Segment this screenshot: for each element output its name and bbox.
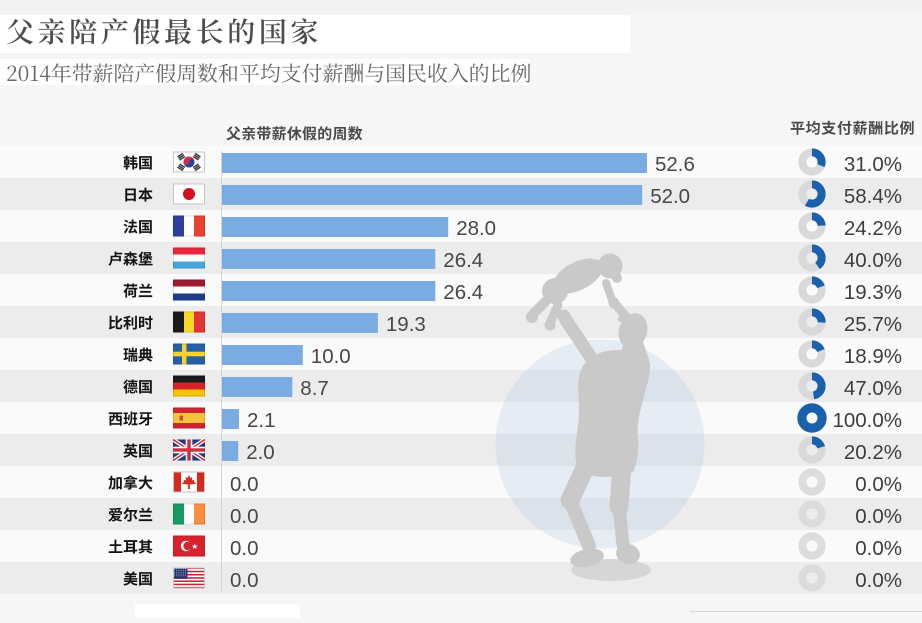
svg-text:0.0: 0.0: [230, 505, 259, 528]
svg-text:0.0%: 0.0%: [855, 505, 902, 528]
svg-text:26.4: 26.4: [443, 249, 483, 272]
svg-text:0.0%: 0.0%: [855, 569, 902, 592]
svg-text:18.9%: 18.9%: [844, 345, 902, 368]
svg-text:0.0%: 0.0%: [855, 537, 902, 560]
svg-text:10.0: 10.0: [311, 345, 351, 368]
svg-text:58.4%: 58.4%: [844, 185, 902, 208]
svg-text:0.0: 0.0: [230, 537, 259, 560]
svg-text:52.6: 52.6: [655, 153, 695, 176]
svg-text:24.2%: 24.2%: [844, 217, 902, 240]
svg-text:26.4: 26.4: [443, 281, 483, 304]
svg-text:19.3: 19.3: [386, 313, 426, 336]
svg-text:2.1: 2.1: [247, 409, 276, 432]
svg-text:100.0%: 100.0%: [832, 409, 902, 432]
svg-text:52.0: 52.0: [650, 185, 690, 208]
svg-text:0.0: 0.0: [230, 473, 259, 496]
svg-text:40.0%: 40.0%: [844, 249, 902, 272]
svg-text:0.0%: 0.0%: [855, 473, 902, 496]
svg-text:19.3%: 19.3%: [844, 281, 902, 304]
svg-text:8.7: 8.7: [300, 377, 329, 400]
svg-text:31.0%: 31.0%: [844, 153, 902, 176]
svg-text:2.0: 2.0: [246, 441, 275, 464]
svg-text:20.2%: 20.2%: [844, 441, 902, 464]
svg-text:25.7%: 25.7%: [844, 313, 902, 336]
svg-text:47.0%: 47.0%: [844, 377, 902, 400]
svg-text:0.0: 0.0: [230, 569, 259, 592]
svg-text:28.0: 28.0: [456, 217, 496, 240]
